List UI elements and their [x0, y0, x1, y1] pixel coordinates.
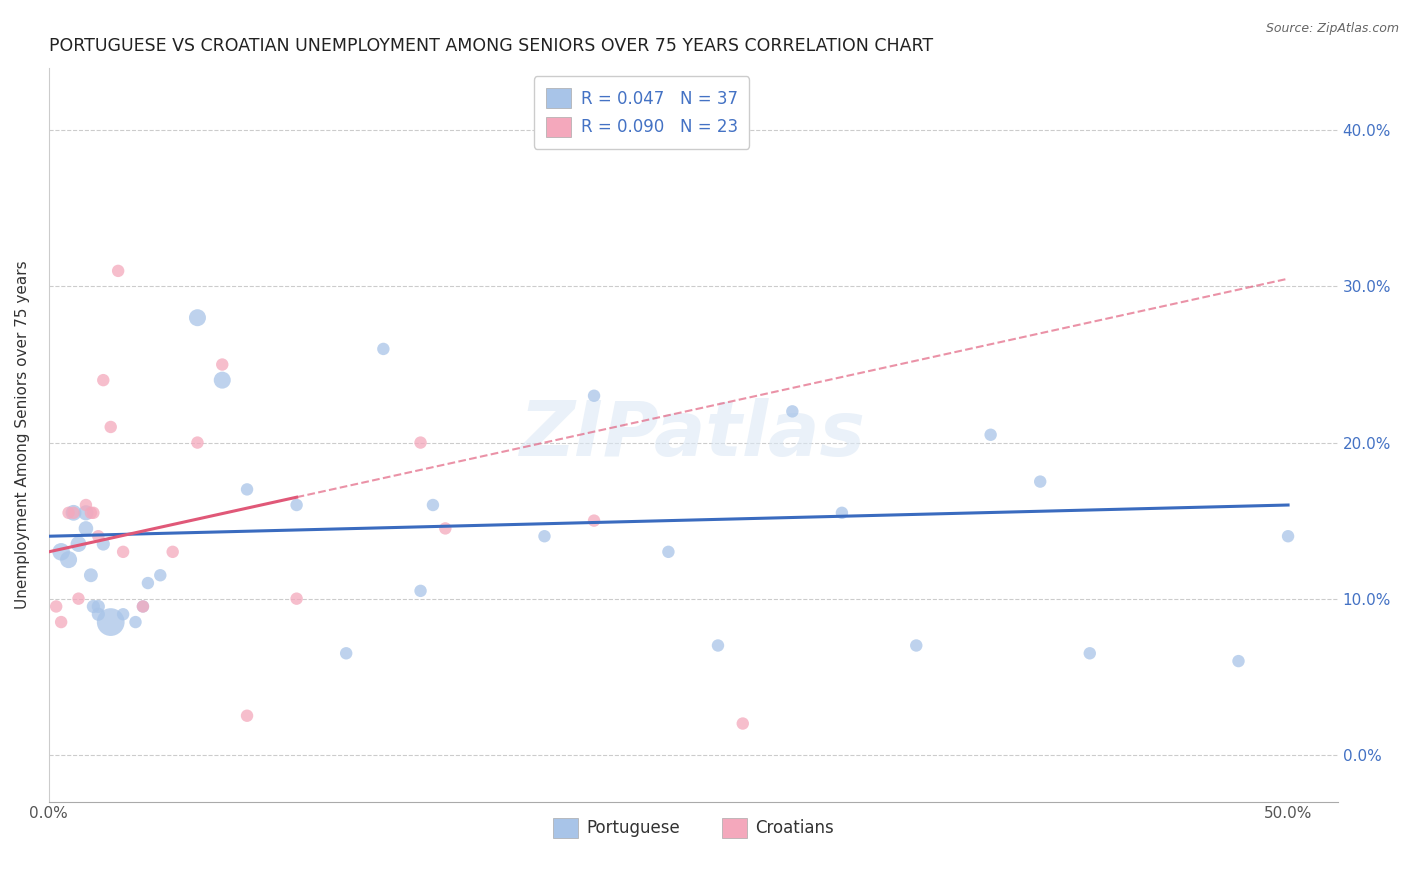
- Point: [583, 389, 606, 403]
- Point: [211, 358, 233, 372]
- Point: [409, 435, 432, 450]
- Point: [67, 537, 90, 551]
- Point: [124, 615, 146, 629]
- Point: [80, 568, 103, 582]
- Point: [731, 716, 754, 731]
- Point: [149, 568, 172, 582]
- Point: [1078, 646, 1101, 660]
- Legend: Portuguese, Croatians: Portuguese, Croatians: [546, 811, 841, 845]
- Point: [211, 373, 233, 387]
- Point: [657, 545, 679, 559]
- Point: [62, 506, 84, 520]
- Point: [1029, 475, 1052, 489]
- Point: [1227, 654, 1250, 668]
- Point: [373, 342, 395, 356]
- Text: Source: ZipAtlas.com: Source: ZipAtlas.com: [1265, 22, 1399, 36]
- Point: [87, 599, 110, 614]
- Point: [1277, 529, 1299, 543]
- Point: [112, 545, 135, 559]
- Point: [583, 514, 606, 528]
- Point: [285, 591, 308, 606]
- Point: [236, 708, 259, 723]
- Point: [49, 615, 72, 629]
- Point: [107, 264, 129, 278]
- Point: [91, 537, 114, 551]
- Point: [186, 435, 208, 450]
- Text: ZIPatlas: ZIPatlas: [520, 398, 866, 472]
- Point: [132, 599, 155, 614]
- Point: [409, 583, 432, 598]
- Point: [75, 498, 97, 512]
- Point: [533, 529, 555, 543]
- Text: PORTUGUESE VS CROATIAN UNEMPLOYMENT AMONG SENIORS OVER 75 YEARS CORRELATION CHAR: PORTUGUESE VS CROATIAN UNEMPLOYMENT AMON…: [49, 37, 932, 55]
- Point: [422, 498, 444, 512]
- Point: [980, 427, 1002, 442]
- Point: [91, 373, 114, 387]
- Point: [87, 607, 110, 622]
- Point: [58, 506, 80, 520]
- Point: [905, 639, 928, 653]
- Point: [49, 545, 72, 559]
- Point: [236, 483, 259, 497]
- Point: [75, 521, 97, 535]
- Point: [335, 646, 357, 660]
- Point: [87, 529, 110, 543]
- Point: [45, 599, 67, 614]
- Point: [100, 615, 122, 629]
- Point: [75, 506, 97, 520]
- Point: [831, 506, 853, 520]
- Point: [132, 599, 155, 614]
- Point: [112, 607, 135, 622]
- Point: [136, 576, 159, 591]
- Point: [82, 599, 104, 614]
- Point: [186, 310, 208, 325]
- Point: [782, 404, 804, 418]
- Point: [62, 506, 84, 520]
- Point: [80, 506, 103, 520]
- Point: [58, 552, 80, 566]
- Y-axis label: Unemployment Among Seniors over 75 years: Unemployment Among Seniors over 75 years: [15, 260, 30, 609]
- Point: [100, 420, 122, 434]
- Point: [162, 545, 184, 559]
- Point: [82, 506, 104, 520]
- Point: [707, 639, 730, 653]
- Point: [434, 521, 457, 535]
- Point: [285, 498, 308, 512]
- Point: [67, 591, 90, 606]
